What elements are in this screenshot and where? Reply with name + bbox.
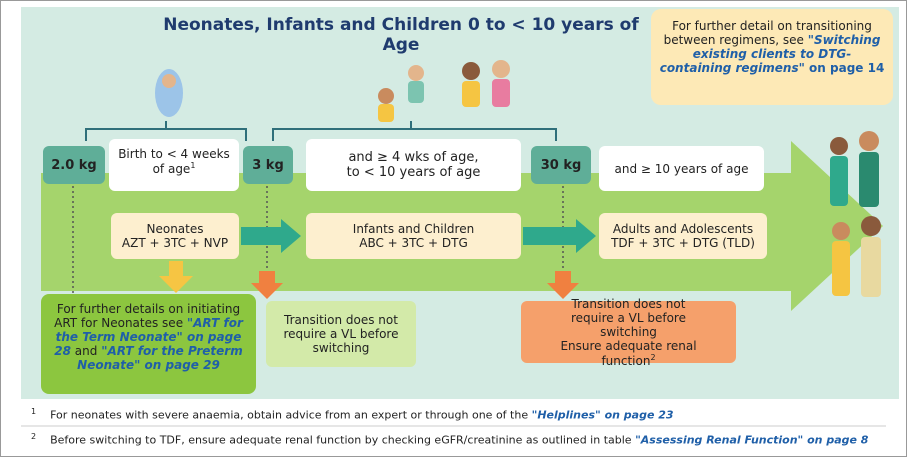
age: and ≥ 4 wks of age, to < 10 years of age xyxy=(306,139,521,191)
regimen: AZT + 3TC + NVP xyxy=(122,236,228,250)
callout: Transition does not require a VL before … xyxy=(521,301,736,363)
bracket xyxy=(273,121,556,141)
callout-link: "ART for the Preterm Neonate" on page 29 xyxy=(77,344,243,372)
age: Birth to < 4 weeks of age xyxy=(118,147,230,176)
bracket xyxy=(86,121,246,141)
title: Neonates, Infants and Children 0 to < 10… xyxy=(151,15,651,55)
footnote: 2 Before switching to TDF, ensure adequat… xyxy=(31,432,901,447)
note-page: on page 14 xyxy=(805,61,884,75)
footnote-ref: 1 xyxy=(190,161,195,170)
callout-text: Ensure adequate renal function xyxy=(560,339,696,368)
footnote-ref: 2 xyxy=(650,353,655,362)
footnote-marker: 1 xyxy=(31,407,36,416)
footnote-marker: 2 xyxy=(31,432,36,441)
callout: For further details on initiating ART fo… xyxy=(41,294,256,394)
weight: 3 kg xyxy=(243,146,293,184)
footnote: 1 For neonates with severe anaemia, obtai… xyxy=(31,407,901,422)
group: Adults and Adolescents xyxy=(613,222,753,236)
weight: 2.0 kg xyxy=(43,146,105,184)
callout-text: and xyxy=(71,344,101,358)
baby-icon xyxy=(155,69,183,117)
group: Infants and Children xyxy=(353,222,474,236)
footnote-link: "Helplines" on page 23 xyxy=(532,409,674,422)
regimen: ABC + 3TC + DTG xyxy=(359,236,468,250)
callout-text: Transition does not require a VL before … xyxy=(551,297,706,339)
note-box: For further detail on transitioning betw… xyxy=(651,9,893,105)
footnote-link: "Assessing Renal Function" on page 8 xyxy=(635,434,868,447)
group: Neonates xyxy=(147,222,204,236)
age-box: Birth to < 4 weeks of age1 xyxy=(109,139,239,191)
footnote-text: Before switching to TDF, ensure adequate… xyxy=(50,434,635,447)
callout-text-2: Ensure adequate renal function2 xyxy=(551,339,706,368)
diagram: Neonates, Infants and Children 0 to < 10… xyxy=(0,0,907,457)
age: and ≥ 10 years of age xyxy=(599,146,764,191)
children-icons xyxy=(378,60,510,122)
weight: 30 kg xyxy=(531,146,591,184)
footnote-text: For neonates with severe anaemia, obtain… xyxy=(50,409,532,422)
regimen: TDF + 3TC + DTG (TLD) xyxy=(611,236,755,250)
callout: Transition does not require a VL before … xyxy=(266,301,416,367)
